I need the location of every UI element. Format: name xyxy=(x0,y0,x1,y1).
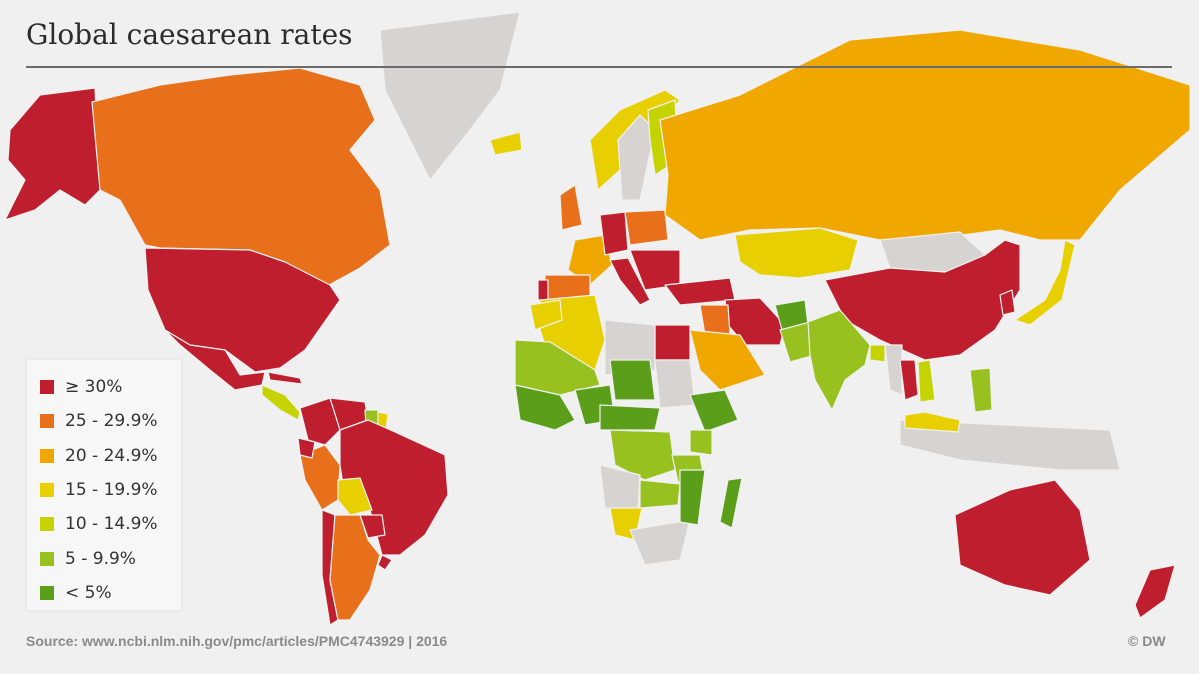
title-divider xyxy=(26,66,1172,68)
region-central-america xyxy=(261,384,301,421)
region-egypt xyxy=(654,324,691,361)
region-philippines xyxy=(969,367,993,413)
region-zambia xyxy=(639,479,681,509)
region-south-africa xyxy=(629,519,691,566)
region-ethiopia xyxy=(689,389,739,433)
legend-swatch xyxy=(40,517,54,532)
region-kenya xyxy=(689,429,713,456)
credit-note: © DW xyxy=(1128,633,1166,649)
region-australia xyxy=(954,479,1091,596)
region-sudan xyxy=(654,359,696,409)
region-canada xyxy=(91,67,391,291)
legend-label: < 5% xyxy=(65,582,112,603)
region-bolivia xyxy=(337,477,373,516)
region-new-zealand xyxy=(1134,564,1176,619)
region-mozambique xyxy=(679,469,706,526)
legend-swatch xyxy=(40,448,54,463)
region-italy xyxy=(609,257,651,306)
legend-item: 15 - 19.9% xyxy=(40,473,181,507)
region-malaysia xyxy=(904,411,961,433)
legend-label: ≥ 30% xyxy=(65,377,123,398)
legend-item: 20 - 24.9% xyxy=(40,439,181,473)
legend-item: < 5% xyxy=(40,576,181,610)
region-indonesia xyxy=(899,419,1121,471)
region-ecuador xyxy=(297,437,316,459)
region-iraq xyxy=(699,304,731,336)
legend-swatch xyxy=(40,483,54,498)
map-legend: ≥ 30% 25 - 29.9% 20 - 24.9% 15 - 19.9% 10 - … xyxy=(27,360,181,610)
region-germany xyxy=(599,211,629,256)
region-chad xyxy=(609,359,656,401)
region-poland xyxy=(624,209,669,246)
region-sweden xyxy=(617,114,656,201)
legend-swatch xyxy=(40,380,54,395)
region-bangladesh xyxy=(869,344,886,363)
region-dr-congo xyxy=(609,429,676,481)
region-kazakhstan xyxy=(734,227,859,279)
legend-swatch xyxy=(40,551,54,566)
legend-label: 10 - 14.9% xyxy=(65,514,158,535)
region-myanmar xyxy=(884,344,903,396)
region-west-africa xyxy=(514,384,576,431)
region-morocco xyxy=(529,299,563,331)
region-colombia xyxy=(299,397,341,446)
legend-item: 5 - 9.9% xyxy=(40,541,181,575)
region-france xyxy=(567,234,613,286)
legend-label: 5 - 9.9% xyxy=(65,548,136,569)
legend-item: ≥ 30% xyxy=(40,370,181,404)
legend-swatch xyxy=(40,585,54,600)
legend-label: 20 - 24.9% xyxy=(65,445,158,466)
legend-item: 25 - 29.9% xyxy=(40,404,181,438)
region-india xyxy=(807,309,871,411)
region-madagascar xyxy=(719,477,743,529)
region-uruguay xyxy=(377,554,393,571)
legend-label: 25 - 29.9% xyxy=(65,411,158,432)
region-russia xyxy=(659,29,1191,241)
region-united-kingdom xyxy=(559,184,583,231)
region-iceland xyxy=(489,131,523,156)
source-note: Source: www.ncbi.nlm.nih.gov/pmc/article… xyxy=(26,633,448,649)
region-thailand xyxy=(899,359,919,401)
region-cuba xyxy=(267,371,303,385)
region-vietnam xyxy=(917,359,936,403)
region-alaska xyxy=(4,87,101,221)
region-greenland xyxy=(379,11,521,181)
region-central-africa xyxy=(599,404,661,431)
page-title: Global caesarean rates xyxy=(26,18,353,51)
region-argentina xyxy=(329,514,381,621)
region-china xyxy=(824,239,1021,361)
legend-item: 10 - 14.9% xyxy=(40,507,181,541)
region-japan xyxy=(1014,239,1076,326)
region-mexico xyxy=(164,329,266,391)
region-portugal xyxy=(537,279,549,301)
legend-label: 15 - 19.9% xyxy=(65,480,158,501)
region-saudi-arabia xyxy=(689,329,766,391)
legend-swatch xyxy=(40,414,54,429)
region-korea xyxy=(999,289,1016,316)
